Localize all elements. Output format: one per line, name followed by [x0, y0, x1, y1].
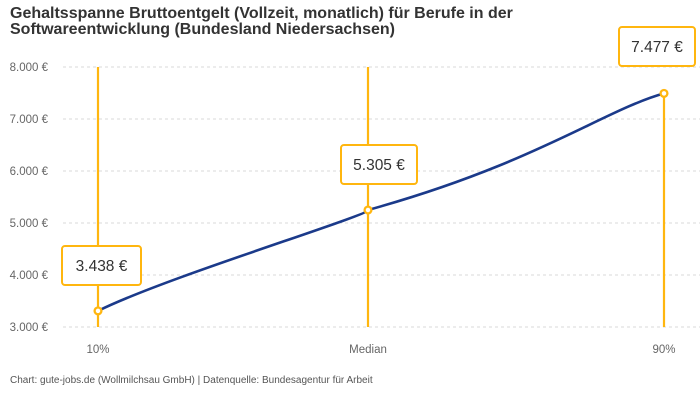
svg-text:10%: 10% — [86, 344, 109, 356]
svg-text:6.000 €: 6.000 € — [10, 166, 49, 178]
svg-text:90%: 90% — [652, 344, 675, 356]
svg-text:8.000 €: 8.000 € — [10, 62, 49, 74]
svg-text:4.000 €: 4.000 € — [10, 270, 49, 282]
svg-text:5.000 €: 5.000 € — [10, 218, 49, 230]
svg-text:3.438 €: 3.438 € — [76, 258, 128, 275]
svg-text:3.000 €: 3.000 € — [10, 322, 49, 334]
svg-text:7.000 €: 7.000 € — [10, 114, 49, 126]
svg-text:5.305 €: 5.305 € — [353, 157, 405, 174]
svg-text:7.477 €: 7.477 € — [631, 39, 683, 56]
svg-text:Median: Median — [349, 344, 387, 356]
